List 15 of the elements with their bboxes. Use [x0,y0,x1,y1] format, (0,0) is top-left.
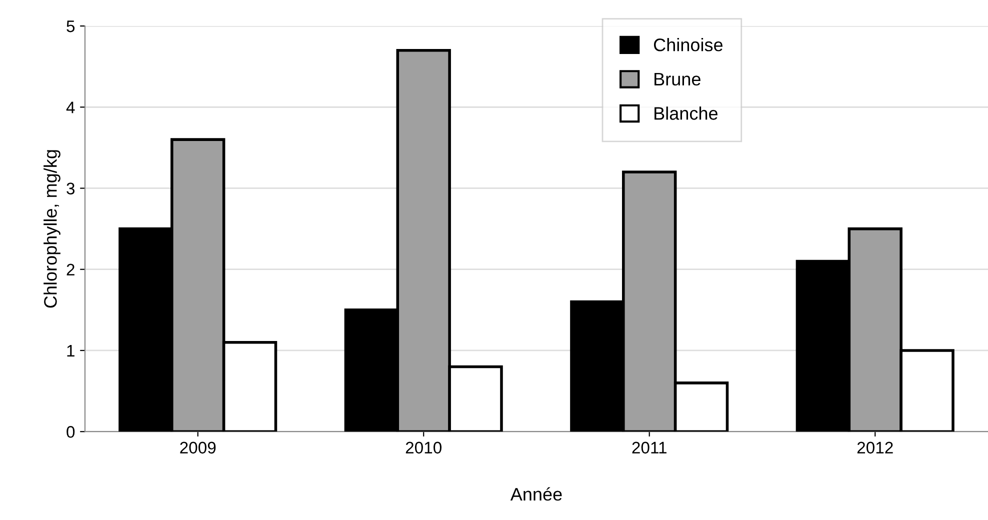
y-tick-label: 0 [66,426,75,438]
x-tick-label: 2012 [857,442,893,454]
y-tick-label: 1 [67,345,74,357]
y-tick-label: 5 [66,20,75,32]
x-axis-title: Année [510,487,562,501]
y-tick-label: 3 [66,182,75,194]
legend-label: Blanche [654,106,718,120]
x-tick-label: 2011 [632,442,666,454]
legend-label: Brune [654,72,700,86]
legend-label: Chinoise [654,38,723,52]
y-tick-label: 4 [66,102,75,114]
x-tick-label: 2010 [406,442,442,454]
y-axis-title: Chlorophylle, mg/kg [44,150,60,308]
y-tick-label: 2 [66,264,74,276]
x-tick-label: 2009 [180,442,216,454]
